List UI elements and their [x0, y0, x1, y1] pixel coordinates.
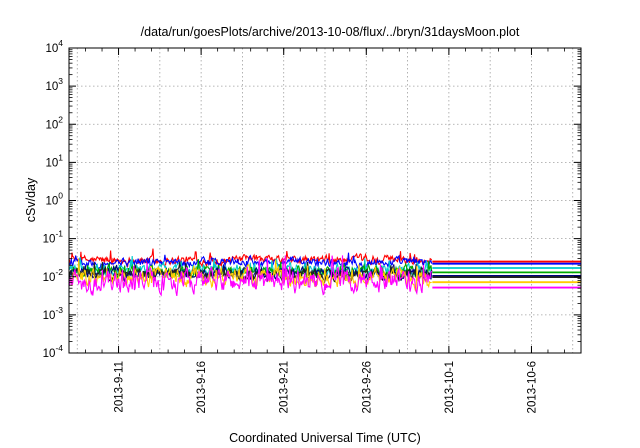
y-tick-base: 10	[45, 119, 58, 131]
y-tick-label: 10-3	[43, 305, 64, 322]
y-tick-label: 10-1	[43, 229, 64, 246]
y-tick-exponent: 4	[58, 38, 63, 48]
y-tick-label: 100	[45, 191, 63, 208]
y-tick-base: 10	[45, 81, 58, 93]
y-tick-label: 10-4	[43, 343, 64, 360]
y-tick-exponent: 0	[58, 191, 63, 201]
grid	[69, 48, 581, 353]
series-group	[68, 248, 581, 297]
y-tick-base: 10	[45, 43, 58, 55]
y-tick-exponent: 2	[58, 114, 63, 124]
x-tick-label: 2013-9-11	[114, 361, 126, 413]
y-tick-label: 103	[45, 76, 63, 93]
y-tick-exponent: -4	[55, 343, 63, 353]
y-tick-label: 102	[45, 114, 63, 131]
x-tick-label: 2013-9-26	[361, 361, 373, 413]
y-tick-exponent: 1	[58, 152, 63, 162]
y-tick-base: 10	[45, 196, 58, 208]
series-line-2	[68, 252, 433, 270]
series-line-8	[68, 255, 433, 297]
y-tick-base: 10	[43, 234, 56, 246]
y-tick-exponent: -1	[55, 229, 63, 239]
y-tick-label: 101	[45, 152, 63, 169]
y-tick-base: 10	[43, 310, 56, 322]
y-tick-base: 10	[43, 272, 56, 284]
chart-title: /data/run/goesPlots/archive/2013-10-08/f…	[141, 25, 520, 39]
y-tick-label: 10-2	[43, 267, 64, 284]
y-tick-exponent: -3	[55, 305, 63, 315]
y-tick-label: 104	[45, 38, 63, 55]
x-tick-label: 2013-10-1	[444, 361, 456, 413]
y-tick-exponent: 3	[58, 76, 63, 86]
x-tick-label: 2013-10-6	[526, 361, 538, 413]
y-axis-label: cSv/day	[24, 177, 38, 222]
y-tick-exponent: -2	[55, 267, 63, 277]
x-tick-label: 2013-9-21	[279, 361, 291, 413]
axis-ticks: 10-410-310-210-11001011021031042013-9-11…	[43, 38, 582, 413]
x-axis-label: Coordinated Universal Time (UTC)	[229, 431, 421, 445]
x-tick-label: 2013-9-16	[196, 361, 208, 413]
y-tick-base: 10	[43, 348, 56, 360]
y-tick-base: 10	[45, 157, 58, 169]
